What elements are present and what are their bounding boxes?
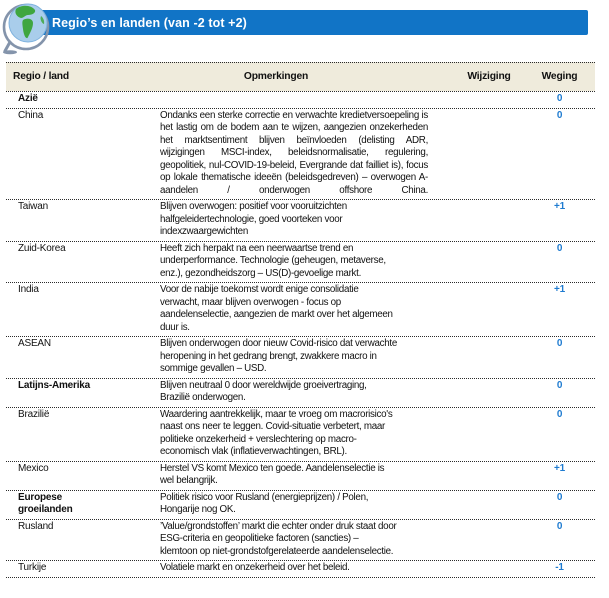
cell-region-name: Rusland [18,520,54,532]
cell-weging: 0 [556,379,563,391]
cell-region-name: Mexico [18,462,49,474]
cell-weging: 0 [556,242,563,254]
cell-wijziging [454,337,524,338]
cell-region-name: Taiwan [18,201,48,212]
cell-remark: Heeft zich herpakt na een neerwaartse tr… [160,242,386,279]
col-opmerkingen: Opmerkingen [243,71,309,82]
page-title: Regio’s en landen (van -2 tot +2) [52,15,247,30]
cell-wijziging [454,109,524,110]
app-header: Regio’s en landen (van -2 tot +2) [0,0,609,58]
table-row: Turkije Volatiele markt en onzekerheid o… [6,560,595,577]
table-row: Zuid-Korea Heeft zich herpakt na een nee… [6,240,595,283]
cell-remark: Blijven neutraal 0 door wereldwijde groe… [160,379,367,404]
table-row: Rusland ’Value/grondstoffen’ markt die e… [6,518,595,561]
cell-wijziging [454,92,524,93]
table-row: Latijns-Amerika Blijven neutraal 0 door … [6,377,595,407]
cell-wijziging [454,520,524,521]
title-bar: Regio’s en landen (van -2 tot +2) [40,10,588,35]
cell-remark: Volatiele markt en onzekerheid over het … [160,562,350,573]
cell-remark [158,92,454,95]
cell-region-name: Brazilië [18,408,50,420]
table-row: Europese groeilanden Politiek risico voo… [6,489,595,519]
cell-remark: Herstel VS komt Mexico ten goede. Aandel… [160,462,385,487]
cell-region-name: Turkije [18,562,47,573]
table-row: China Ondanks een sterke correctie en ve… [6,107,595,200]
table-row: Brazilië Waardering aantrekkelijk, maar … [6,406,595,461]
cell-wijziging [454,283,524,284]
cell-remark: Blijven overwogen: positief voor vooruit… [160,201,347,237]
cell-remark: Blijven onderwogen door nieuw Covid-risi… [160,338,397,374]
table-body: Azië 0 China Ondanks een sterke correcti… [6,91,595,577]
col-regio-land: Regio / land [13,71,69,82]
globe-icon [2,3,50,55]
cell-wijziging [454,200,524,201]
cell-wijziging [454,242,524,243]
cell-weging: 0 [556,338,563,349]
cell-weging: 0 [556,408,563,420]
cell-region-name: Europese groeilanden [18,491,73,516]
table-row: India Voor de nabije toekomst wordt enig… [6,282,595,336]
cell-remark: Waardering aantrekkelijk, maar te vroeg … [160,408,393,458]
cell-weging: +1 [553,462,565,474]
table-row: Taiwan Blijven overwogen: positief voor … [6,199,595,241]
col-wijziging: Wijziging [467,71,511,82]
cell-remark: Politiek risico voor Rusland (energiepri… [160,491,369,516]
cell-weging: 0 [556,109,563,121]
table-row: Azië 0 [6,91,595,108]
cell-wijziging [454,561,524,562]
cell-weging: 0 [556,491,563,503]
cell-remark: ’Value/grondstoffen’ markt die echter on… [160,520,397,557]
cell-remark: Ondanks een sterke correctie en verwacht… [160,109,428,196]
cell-region-name: Zuid-Korea [18,242,66,254]
cell-wijziging [454,462,524,463]
cell-wijziging [454,491,524,492]
cell-region-name: Azië [18,93,38,104]
table-header: Regio / land Opmerkingen Wijziging Wegin… [6,62,595,91]
cell-region-name: Latijns-Amerika [18,379,91,391]
cell-region-name: ASEAN [18,338,51,349]
col-weging: Weging [541,71,578,82]
regions-table: Regio / land Opmerkingen Wijziging Wegin… [6,62,595,578]
cell-weging: -1 [555,562,564,573]
table-row: ASEAN Blijven onderwogen door nieuw Covi… [6,336,595,378]
cell-region-name: India [18,284,39,295]
cell-weging: 0 [556,93,563,104]
table-row: Mexico Herstel VS komt Mexico ten goede.… [6,460,595,490]
cell-wijziging [454,408,524,409]
cell-weging: +1 [553,284,565,295]
cell-wijziging [454,379,524,380]
cell-weging: +1 [553,201,565,212]
cell-region-name: China [18,109,44,121]
cell-remark: Voor de nabije toekomst wordt enige cons… [160,284,393,333]
cell-weging: 0 [556,520,563,532]
